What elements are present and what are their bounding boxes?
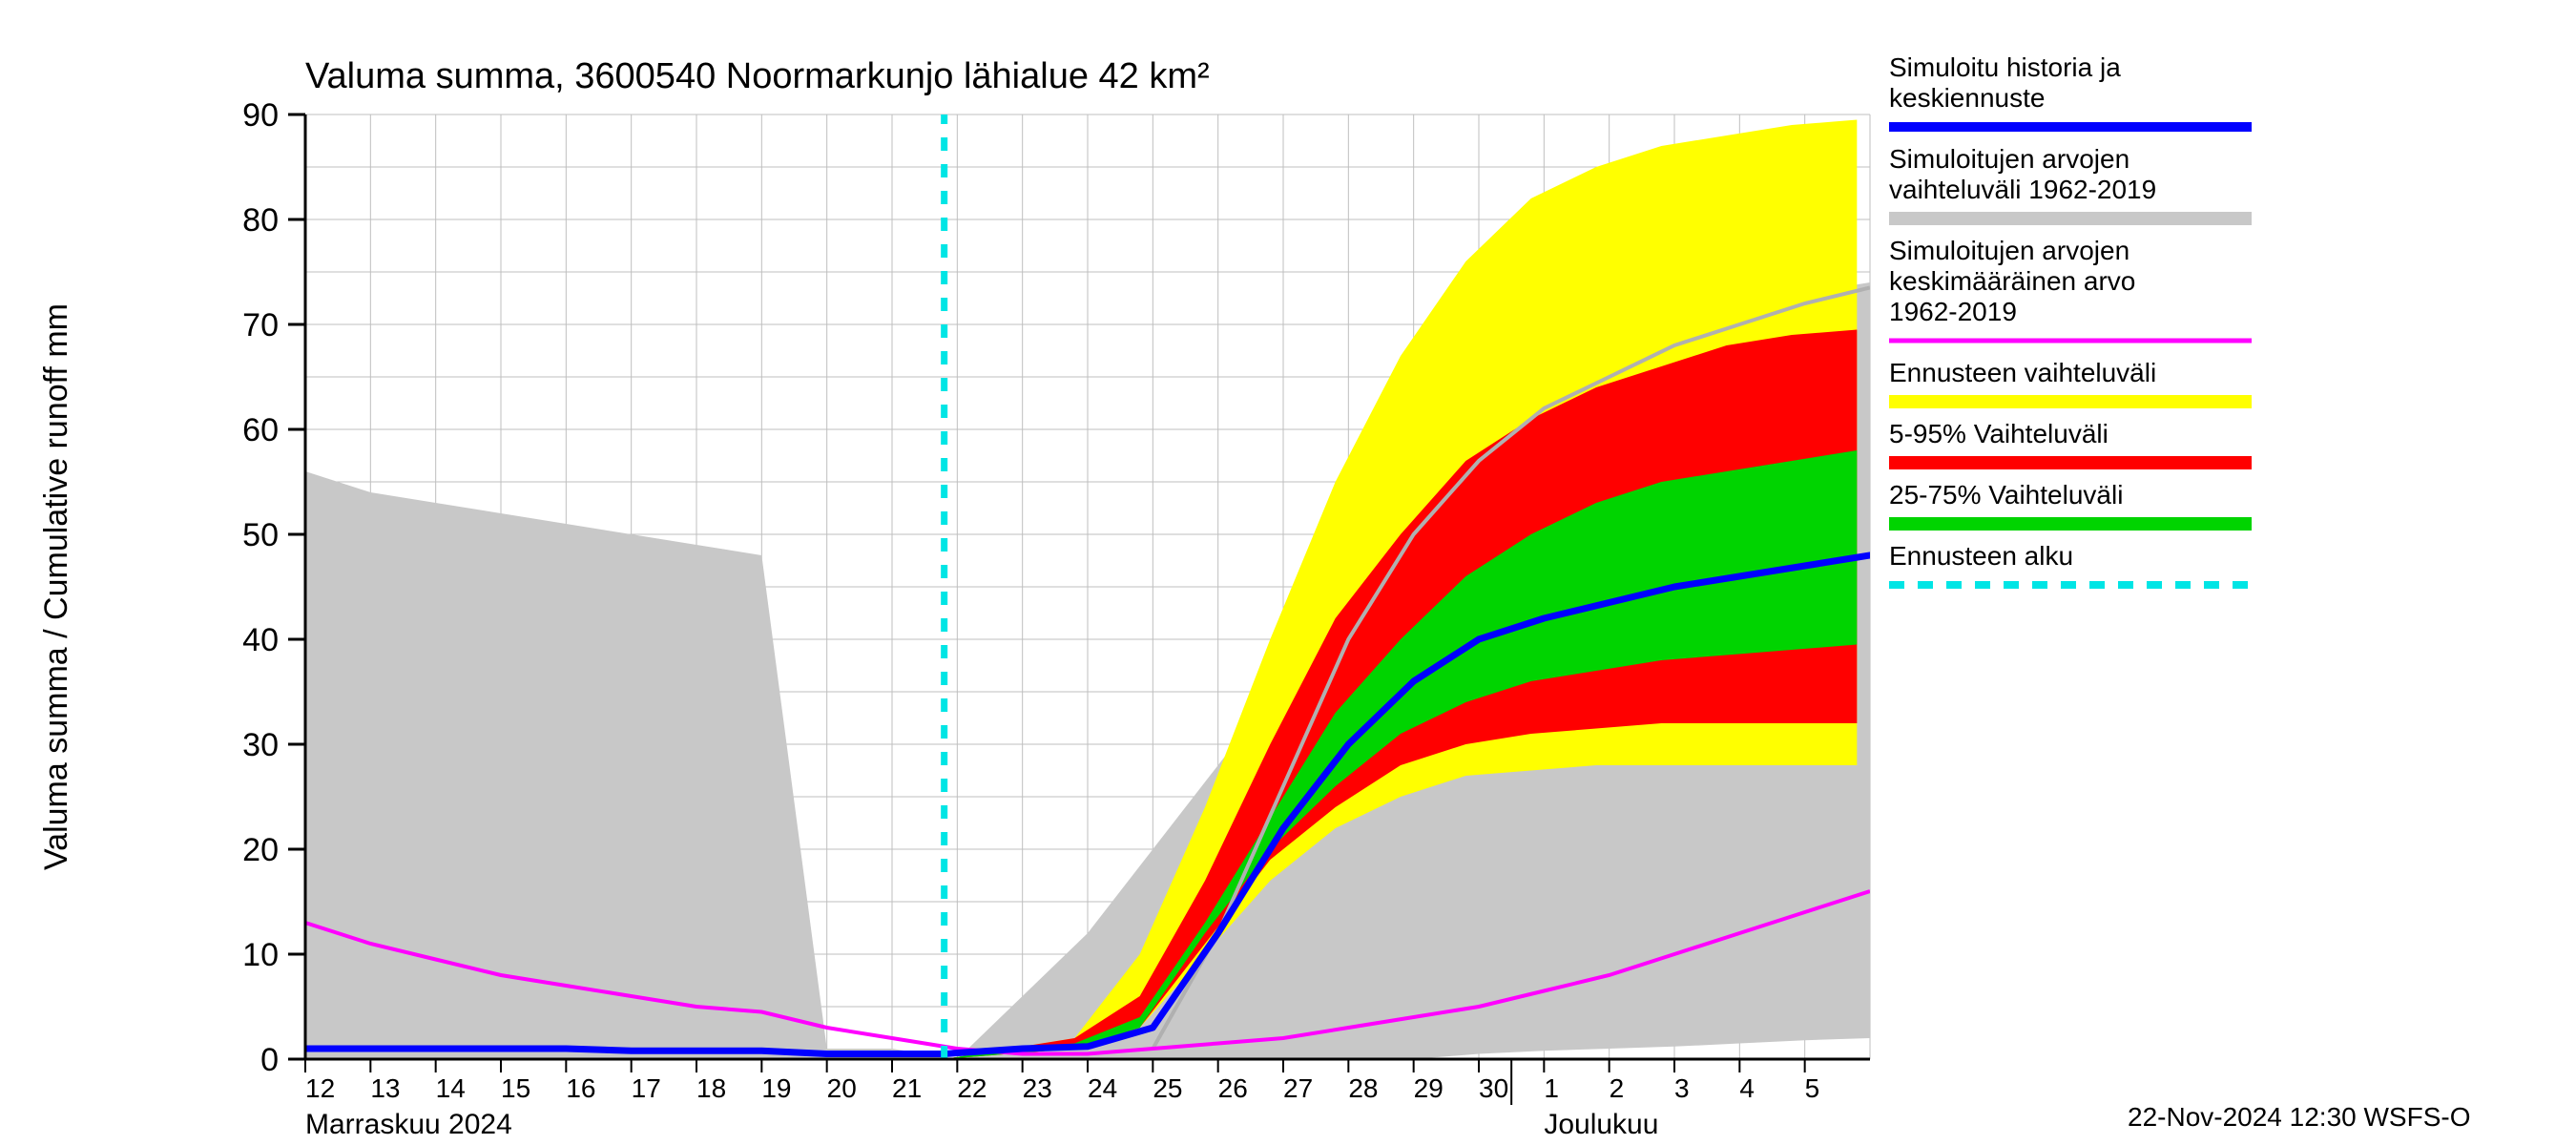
x-tick-label: 23 [1023, 1073, 1052, 1103]
x-tick-label: 20 [827, 1073, 857, 1103]
x-tick-label: 19 [761, 1073, 791, 1103]
y-axis-label: Valuma summa / Cumulative runoff mm [38, 303, 74, 870]
x-tick-label: 13 [370, 1073, 400, 1103]
y-tick-label: 80 [242, 202, 279, 239]
x-tick-label: 16 [566, 1073, 595, 1103]
legend-label: 25-75% Vaihteluväli [1889, 480, 2123, 510]
legend-swatch [1889, 212, 2252, 225]
x-tick-label: 29 [1414, 1073, 1444, 1103]
month-label: Marraskuu 2024 [305, 1109, 512, 1140]
legend-swatch [1889, 456, 2252, 469]
y-tick-label: 90 [242, 97, 279, 134]
x-tick-label: 30 [1479, 1073, 1508, 1103]
chart-container: 0102030405060708090121314151617181920212… [0, 0, 2576, 1145]
x-tick-label: 18 [696, 1073, 726, 1103]
y-tick-label: 50 [242, 517, 279, 553]
legend-label: vaihteluväli 1962-2019 [1889, 175, 2156, 204]
legend-label: Simuloitu historia ja [1889, 52, 2121, 82]
x-tick-label: 14 [436, 1073, 466, 1103]
y-tick-label: 10 [242, 937, 279, 973]
x-tick-label: 2 [1610, 1073, 1625, 1103]
y-tick-label: 60 [242, 412, 279, 448]
x-tick-label: 4 [1739, 1073, 1755, 1103]
x-tick-label: 25 [1153, 1073, 1182, 1103]
legend-label: 1962-2019 [1889, 297, 2017, 326]
x-tick-label: 24 [1088, 1073, 1117, 1103]
chart-footer: 22-Nov-2024 12:30 WSFS-O [2128, 1102, 2471, 1132]
y-tick-label: 20 [242, 832, 279, 868]
legend-label: Ennusteen alku [1889, 541, 2073, 571]
y-tick-label: 70 [242, 307, 279, 344]
x-tick-label: 3 [1674, 1073, 1690, 1103]
legend-label: 5-95% Vaihteluväli [1889, 419, 2109, 448]
legend-label: keskimääräinen arvo [1889, 266, 2135, 296]
x-tick-label: 15 [501, 1073, 530, 1103]
month-label: Joulukuu [1544, 1109, 1658, 1140]
x-tick-label: 12 [305, 1073, 335, 1103]
month-label-en: November [305, 1141, 437, 1145]
x-tick-label: 21 [892, 1073, 922, 1103]
x-tick-label: 28 [1348, 1073, 1378, 1103]
x-tick-label: 26 [1218, 1073, 1248, 1103]
legend-swatch [1889, 517, 2252, 531]
chart-title: Valuma summa, 3600540 Noormarkunjo lähia… [305, 56, 1210, 96]
chart-svg: 0102030405060708090121314151617181920212… [0, 0, 2576, 1145]
legend-swatch [1889, 395, 2252, 408]
legend-label: Simuloitujen arvojen [1889, 144, 2129, 174]
y-tick-label: 40 [242, 622, 279, 658]
x-tick-label: 5 [1805, 1073, 1820, 1103]
legend-label: Simuloitujen arvojen [1889, 236, 2129, 265]
y-tick-label: 0 [260, 1042, 279, 1078]
x-tick-label: 1 [1544, 1073, 1559, 1103]
month-label-en: December [1544, 1141, 1675, 1145]
legend-label: Ennusteen vaihteluväli [1889, 358, 2156, 387]
x-tick-label: 22 [957, 1073, 987, 1103]
x-tick-label: 27 [1283, 1073, 1313, 1103]
y-tick-label: 30 [242, 727, 279, 763]
legend-label: keskiennuste [1889, 83, 2045, 113]
x-tick-label: 17 [632, 1073, 661, 1103]
